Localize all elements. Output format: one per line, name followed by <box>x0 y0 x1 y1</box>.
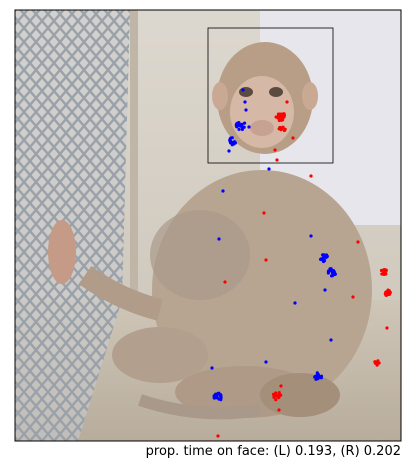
blue-gaze-point <box>241 88 245 92</box>
blue-gaze-point <box>317 374 321 379</box>
red-gaze-point <box>291 136 295 140</box>
red-gaze-point <box>274 398 278 402</box>
red-gaze-point <box>276 116 280 120</box>
red-gaze-point <box>309 174 313 178</box>
red-gaze-point <box>274 391 278 395</box>
red-gaze-point <box>385 326 389 330</box>
blue-gaze-point <box>217 237 221 241</box>
red-gaze-point <box>275 158 279 162</box>
face-roi-box <box>207 27 334 164</box>
blue-gaze-point <box>247 125 251 129</box>
blue-gaze-point <box>229 139 233 143</box>
blue-gaze-point <box>293 301 297 305</box>
blue-gaze-point <box>267 167 271 171</box>
blue-gaze-point <box>243 100 247 104</box>
blue-gaze-point <box>329 338 333 342</box>
blue-gaze-point <box>309 234 313 238</box>
red-gaze-point <box>264 258 268 262</box>
red-gaze-point <box>384 293 388 298</box>
red-gaze-point <box>272 394 276 398</box>
red-gaze-point <box>356 240 360 244</box>
blue-gaze-point <box>232 140 237 144</box>
blue-gaze-point <box>328 267 332 271</box>
blue-gaze-point <box>325 254 329 258</box>
red-gaze-point <box>279 384 283 388</box>
background-photo <box>15 10 401 441</box>
blue-gaze-point <box>237 127 241 131</box>
red-gaze-point <box>277 408 281 412</box>
blue-gaze-point <box>219 398 223 402</box>
blue-gaze-point <box>315 371 319 375</box>
blue-gaze-point <box>210 366 214 370</box>
red-gaze-point <box>277 395 281 399</box>
red-gaze-point <box>277 391 281 395</box>
red-gaze-point <box>388 291 392 296</box>
blue-gaze-point <box>264 360 268 364</box>
red-gaze-point <box>273 148 277 152</box>
plot-frame <box>14 9 402 442</box>
blue-gaze-point <box>237 121 241 125</box>
blue-gaze-point <box>221 189 225 193</box>
blue-gaze-point <box>218 393 223 397</box>
red-gaze-point <box>282 128 286 133</box>
red-gaze-point <box>281 115 285 119</box>
red-gaze-point <box>216 434 220 438</box>
red-gaze-point <box>282 112 286 116</box>
blue-gaze-point <box>227 149 231 153</box>
blue-gaze-point <box>319 376 323 380</box>
blue-gaze-point <box>244 108 248 112</box>
red-gaze-point <box>262 211 266 215</box>
red-gaze-point <box>375 361 379 365</box>
red-gaze-point <box>351 295 355 299</box>
blue-gaze-point <box>240 122 244 126</box>
gaze-points <box>210 88 392 438</box>
red-gaze-point <box>285 100 289 104</box>
blue-gaze-point <box>240 127 244 131</box>
face-time-caption: prop. time on face: (L) 0.193, (R) 0.202 <box>145 444 401 459</box>
blue-gaze-point <box>321 253 325 257</box>
blue-gaze-point <box>216 391 220 396</box>
red-gaze-point <box>279 127 283 132</box>
red-gaze-point <box>383 267 387 272</box>
blue-gaze-point <box>330 274 335 278</box>
blue-gaze-point <box>213 395 217 399</box>
blue-gaze-point <box>229 136 233 140</box>
red-gaze-point <box>377 361 381 365</box>
blue-gaze-point <box>242 121 247 125</box>
blue-gaze-point <box>326 269 331 273</box>
red-gaze-point <box>223 280 227 284</box>
red-gaze-point <box>379 268 384 273</box>
red-gaze-point <box>384 272 388 276</box>
blue-gaze-point <box>236 124 240 128</box>
blue-gaze-point <box>331 269 335 273</box>
blue-gaze-point <box>323 288 327 292</box>
blue-gaze-point <box>322 258 327 263</box>
